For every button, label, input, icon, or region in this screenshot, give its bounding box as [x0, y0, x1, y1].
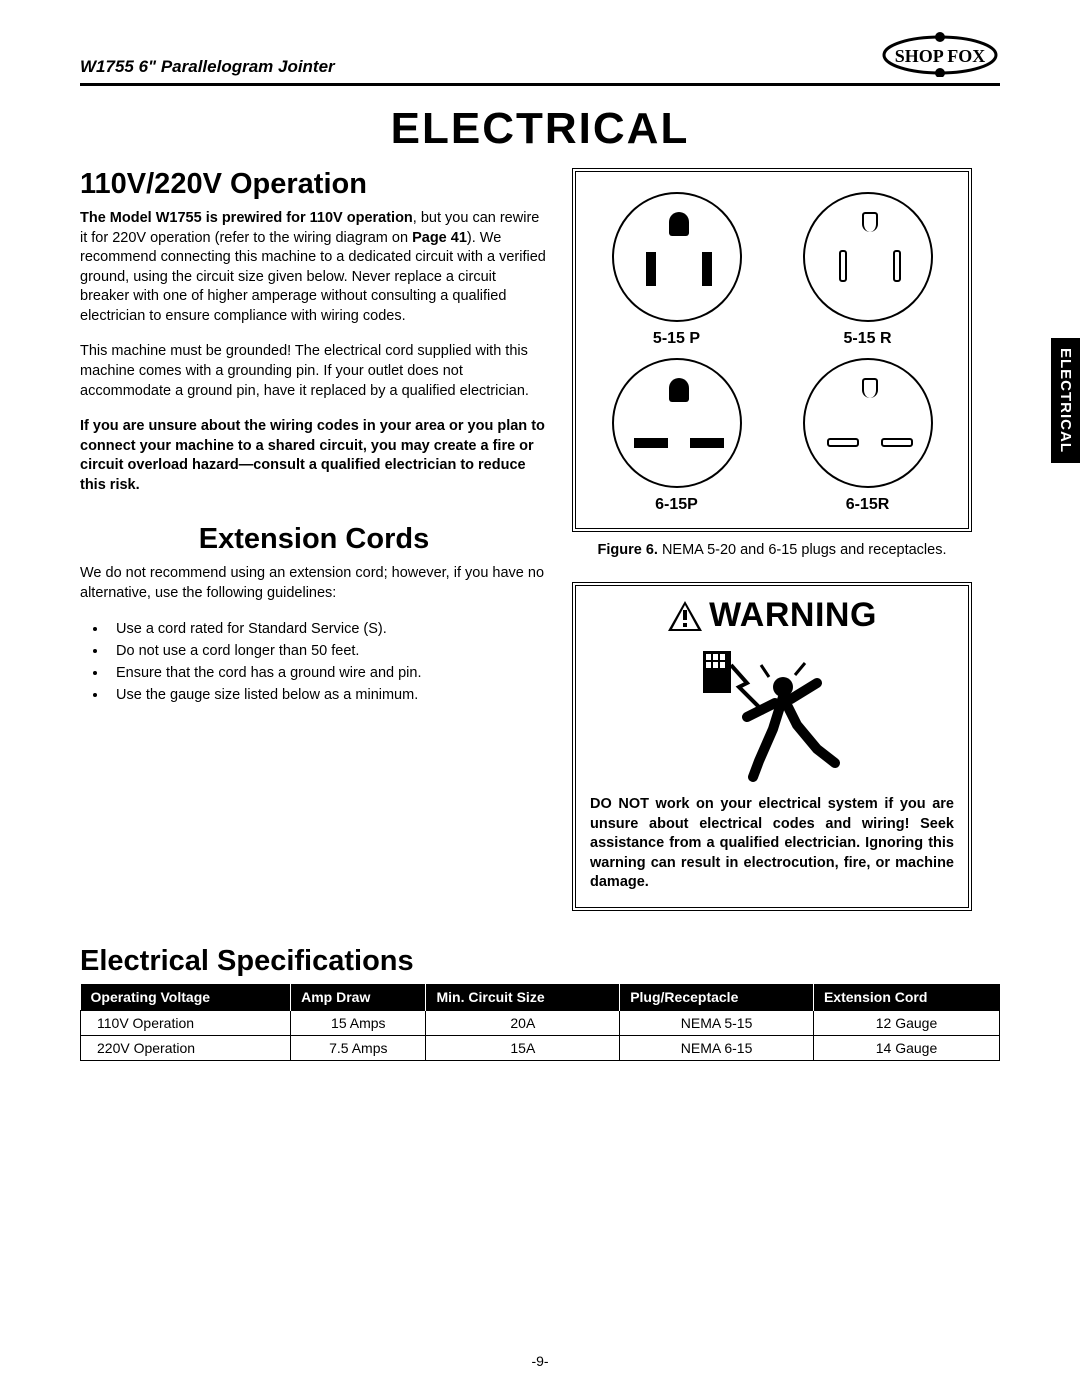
- list-item: Use a cord rated for Standard Service (S…: [108, 619, 548, 641]
- cell: 15 Amps: [291, 1010, 426, 1035]
- page-number: -9-: [0, 1353, 1080, 1369]
- section-heading-spec: Electrical Specifications: [80, 945, 1000, 978]
- product-title: W1755 6" Parallelogram Jointer: [80, 57, 335, 77]
- list-item: Do not use a cord longer than 50 feet.: [108, 641, 548, 663]
- plug-label: 5-15 P: [586, 330, 767, 348]
- warning-box: WARNING DO NOT work on your electrical s…: [572, 582, 972, 911]
- shop-fox-logo: SHOP FOX: [880, 32, 1000, 77]
- cell: NEMA 5-15: [620, 1010, 814, 1035]
- cell: 15A: [426, 1035, 620, 1060]
- plug-label: 5-15 R: [777, 330, 958, 348]
- caption-bold: Figure 6.: [597, 542, 657, 558]
- electrocution-icon: [590, 643, 954, 783]
- operation-para-1: The Model W1755 is prewired for 110V ope…: [80, 209, 548, 326]
- left-column: 110V/220V Operation The Model W1755 is p…: [80, 168, 548, 911]
- table-header-row: Operating Voltage Amp Draw Min. Circuit …: [81, 984, 1000, 1011]
- caption-rest: NEMA 5-20 and 6-15 plugs and receptacles…: [658, 542, 947, 558]
- cell: 12 Gauge: [813, 1010, 999, 1035]
- cell: 14 Gauge: [813, 1035, 999, 1060]
- table-row: 110V Operation 15 Amps 20A NEMA 5-15 12 …: [81, 1010, 1000, 1035]
- plug-label: 6-15P: [586, 496, 767, 514]
- recep-5-15-r: 5-15 R: [777, 192, 958, 348]
- warning-heading-row: WARNING: [590, 596, 954, 635]
- main-title: ELECTRICAL: [80, 104, 1000, 154]
- para1-pageref: Page 41: [412, 230, 467, 246]
- warning-icon: [667, 600, 703, 632]
- warning-heading-text: WARNING: [709, 596, 877, 635]
- right-column: 5-15 P 5-15 R 6-15P: [572, 168, 1000, 911]
- col-header: Extension Cord: [813, 984, 999, 1011]
- col-header: Min. Circuit Size: [426, 984, 620, 1011]
- list-item: Use the gauge size listed below as a min…: [108, 685, 548, 707]
- cell: 110V Operation: [81, 1010, 291, 1035]
- plug-label: 6-15R: [777, 496, 958, 514]
- section-heading-extension: Extension Cords: [80, 523, 548, 556]
- plug-figure: 5-15 P 5-15 R 6-15P: [572, 168, 972, 532]
- extension-bullets: Use a cord rated for Standard Service (S…: [108, 619, 548, 706]
- section-heading-operation: 110V/220V Operation: [80, 168, 548, 201]
- figure-caption: Figure 6. NEMA 5-20 and 6-15 plugs and r…: [572, 542, 972, 558]
- cell: 20A: [426, 1010, 620, 1035]
- extension-intro: We do not recommend using an extension c…: [80, 564, 548, 603]
- col-header: Operating Voltage: [81, 984, 291, 1011]
- col-header: Plug/Receptacle: [620, 984, 814, 1011]
- para1-bold: The Model W1755 is prewired for 110V ope…: [80, 210, 413, 226]
- warning-text: DO NOT work on your electrical system if…: [590, 795, 954, 893]
- cell: 220V Operation: [81, 1035, 291, 1060]
- table-row: 220V Operation 7.5 Amps 15A NEMA 6-15 14…: [81, 1035, 1000, 1060]
- cell: NEMA 6-15: [620, 1035, 814, 1060]
- spec-table: Operating Voltage Amp Draw Min. Circuit …: [80, 984, 1000, 1061]
- svg-text:SHOP FOX: SHOP FOX: [895, 46, 986, 66]
- list-item: Ensure that the cord has a ground wire a…: [108, 663, 548, 685]
- operation-para-3: If you are unsure about the wiring codes…: [80, 417, 548, 495]
- operation-para-2: This machine must be grounded! The elect…: [80, 342, 548, 401]
- col-header: Amp Draw: [291, 984, 426, 1011]
- recep-6-15-r: 6-15R: [777, 358, 958, 514]
- page-header: W1755 6" Parallelogram Jointer SHOP FOX: [80, 32, 1000, 86]
- plug-5-15-p: 5-15 P: [586, 192, 767, 348]
- cell: 7.5 Amps: [291, 1035, 426, 1060]
- plug-6-15-p: 6-15P: [586, 358, 767, 514]
- section-tab: ELECTRICAL: [1051, 338, 1080, 463]
